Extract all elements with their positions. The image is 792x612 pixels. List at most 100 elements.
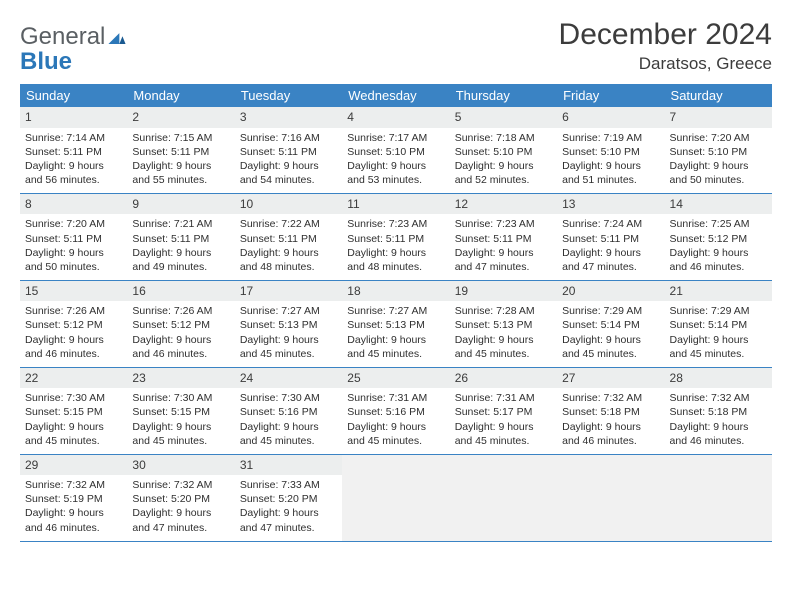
day-number: 31: [240, 458, 253, 472]
sunrise-text: Sunrise: 7:26 AM: [132, 304, 229, 318]
weekday-header: Wednesday: [342, 84, 449, 107]
day-number-row: 29: [20, 455, 127, 475]
daylight-text: Daylight: 9 hours: [132, 246, 229, 260]
day-cell: 9Sunrise: 7:21 AMSunset: 5:11 PMDaylight…: [127, 194, 234, 280]
day-number-row: 28: [665, 368, 772, 388]
weekday-header: Saturday: [665, 84, 772, 107]
daylight-text: Daylight: 9 hours: [455, 246, 552, 260]
day-number: 3: [240, 110, 247, 124]
daylight-text: Daylight: 9 hours: [455, 420, 552, 434]
daylight-text: and 51 minutes.: [562, 173, 659, 187]
day-number: 7: [670, 110, 677, 124]
sunset-text: Sunset: 5:15 PM: [25, 405, 122, 419]
daylight-text: and 45 minutes.: [455, 434, 552, 448]
sunrise-text: Sunrise: 7:22 AM: [240, 217, 337, 231]
daylight-text: Daylight: 9 hours: [240, 333, 337, 347]
sunrise-text: Sunrise: 7:29 AM: [562, 304, 659, 318]
sunset-text: Sunset: 5:10 PM: [562, 145, 659, 159]
day-cell: [665, 455, 772, 541]
daylight-text: Daylight: 9 hours: [455, 333, 552, 347]
sunset-text: Sunset: 5:11 PM: [455, 232, 552, 246]
day-cell: 21Sunrise: 7:29 AMSunset: 5:14 PMDayligh…: [665, 281, 772, 367]
day-cell: 29Sunrise: 7:32 AMSunset: 5:19 PMDayligh…: [20, 455, 127, 541]
daylight-text: Daylight: 9 hours: [347, 159, 444, 173]
sunset-text: Sunset: 5:12 PM: [25, 318, 122, 332]
day-cell: 31Sunrise: 7:33 AMSunset: 5:20 PMDayligh…: [235, 455, 342, 541]
day-cell: 22Sunrise: 7:30 AMSunset: 5:15 PMDayligh…: [20, 368, 127, 454]
day-number-row: 18: [342, 281, 449, 301]
day-number: 10: [240, 197, 253, 211]
day-cell: 16Sunrise: 7:26 AMSunset: 5:12 PMDayligh…: [127, 281, 234, 367]
day-number: 5: [455, 110, 462, 124]
day-number: 12: [455, 197, 468, 211]
sunset-text: Sunset: 5:14 PM: [562, 318, 659, 332]
daylight-text: and 45 minutes.: [25, 434, 122, 448]
day-number-row: 3: [235, 107, 342, 127]
day-cell: 17 Sunrise: 7:27 AMSunset: 5:13 PMDayligh…: [235, 281, 342, 367]
day-number-row: 20: [557, 281, 664, 301]
day-number: 26: [455, 371, 468, 385]
day-number-row: 9: [127, 194, 234, 214]
day-number: 23: [132, 371, 145, 385]
sunrise-text: Sunrise: 7:30 AM: [132, 391, 229, 405]
daylight-text: Daylight: 9 hours: [132, 506, 229, 520]
daylight-text: and 45 minutes.: [240, 347, 337, 361]
title-block: December 2024 Daratsos, Greece: [559, 18, 772, 74]
daylight-text: and 47 minutes.: [240, 521, 337, 535]
day-number: 16: [132, 284, 145, 298]
day-number-row: 8: [20, 194, 127, 214]
sunrise-text: Sunrise: 7:30 AM: [240, 391, 337, 405]
daylight-text: and 45 minutes.: [455, 347, 552, 361]
sunset-text: Sunset: 5:17 PM: [455, 405, 552, 419]
daylight-text: Daylight: 9 hours: [670, 420, 767, 434]
day-number-row: 19: [450, 281, 557, 301]
day-number-row: 7: [665, 107, 772, 127]
day-number: 20: [562, 284, 575, 298]
daylight-text: and 45 minutes.: [132, 434, 229, 448]
sunset-text: Sunset: 5:11 PM: [240, 145, 337, 159]
daylight-text: and 45 minutes.: [347, 434, 444, 448]
week-row: 29Sunrise: 7:32 AMSunset: 5:19 PMDayligh…: [20, 455, 772, 542]
sunrise-text: Sunrise: 7:32 AM: [132, 478, 229, 492]
day-number-row: 6: [557, 107, 664, 127]
sunrise-text: Sunrise: 7:17 AM: [347, 131, 444, 145]
day-number: 28: [670, 371, 683, 385]
day-number: 17: [240, 284, 253, 298]
daylight-text: and 46 minutes.: [25, 521, 122, 535]
weekday-header-row: SundayMondayTuesdayWednesdayThursdayFrid…: [20, 84, 772, 107]
daylight-text: and 50 minutes.: [670, 173, 767, 187]
day-number: 1: [25, 110, 32, 124]
day-cell: 28Sunrise: 7:32 AMSunset: 5:18 PMDayligh…: [665, 368, 772, 454]
logo-text-blue: Blue: [20, 48, 72, 75]
day-number-row: 25: [342, 368, 449, 388]
sunset-text: Sunset: 5:11 PM: [25, 145, 122, 159]
sunset-text: Sunset: 5:10 PM: [347, 145, 444, 159]
sunrise-text: Sunrise: 7:32 AM: [670, 391, 767, 405]
daylight-text: and 50 minutes.: [25, 260, 122, 274]
day-number: 2: [132, 110, 139, 124]
sunset-text: Sunset: 5:13 PM: [240, 318, 337, 332]
daylight-text: and 45 minutes.: [240, 434, 337, 448]
sunrise-text: Sunrise: 7:32 AM: [25, 478, 122, 492]
day-number-row: 10: [235, 194, 342, 214]
daylight-text: Daylight: 9 hours: [347, 333, 444, 347]
daylight-text: and 55 minutes.: [132, 173, 229, 187]
daylight-text: Daylight: 9 hours: [562, 159, 659, 173]
sunrise-text: Sunrise: 7:33 AM: [240, 478, 337, 492]
day-number: 21: [670, 284, 683, 298]
day-number-row: 12: [450, 194, 557, 214]
sunset-text: Sunset: 5:14 PM: [670, 318, 767, 332]
day-number-row: 27: [557, 368, 664, 388]
day-number-row: 11: [342, 194, 449, 214]
logo: GeneralBlue: [20, 18, 127, 74]
sunset-text: Sunset: 5:12 PM: [670, 232, 767, 246]
header: GeneralBlue December 2024 Daratsos, Gree…: [20, 18, 772, 74]
daylight-text: and 46 minutes.: [25, 347, 122, 361]
sunrise-text: Sunrise: 7:18 AM: [455, 131, 552, 145]
daylight-text: Daylight: 9 hours: [562, 333, 659, 347]
day-number-row: 16: [127, 281, 234, 301]
weekday-header: Tuesday: [235, 84, 342, 107]
day-cell: 3Sunrise: 7:16 AMSunset: 5:11 PMDaylight…: [235, 107, 342, 193]
sunrise-text: Sunrise: 7:27 AM: [240, 304, 337, 318]
day-cell: 10Sunrise: 7:22 AMSunset: 5:11 PMDayligh…: [235, 194, 342, 280]
